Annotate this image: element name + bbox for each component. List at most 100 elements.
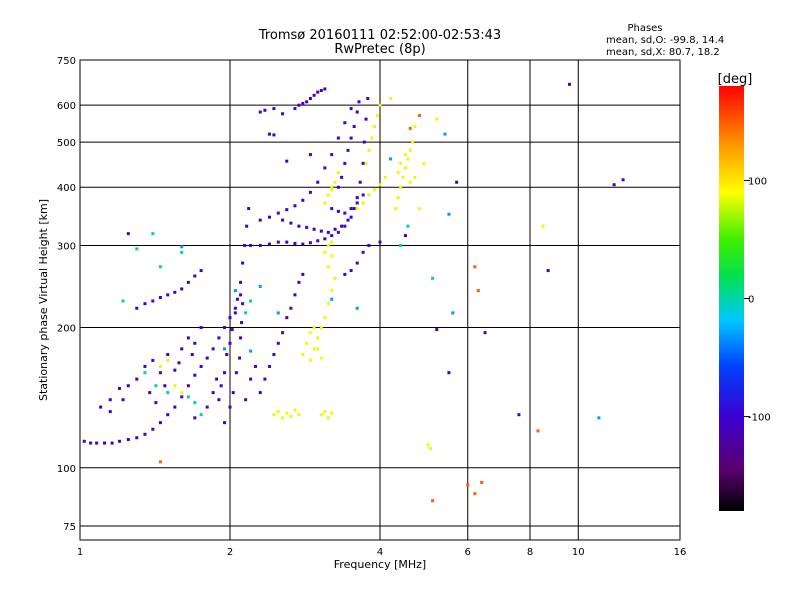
data-point	[293, 107, 297, 111]
data-point	[312, 227, 316, 231]
data-point	[217, 336, 221, 340]
x-axis-ticks: 1 2 4 6 8 10 16	[77, 547, 687, 558]
data-point	[238, 356, 242, 360]
data-point	[249, 243, 253, 247]
data-point	[117, 439, 121, 443]
data-point	[297, 280, 301, 284]
data-point	[281, 112, 285, 116]
data-point	[151, 232, 155, 236]
data-point	[243, 243, 247, 247]
data-point	[373, 188, 377, 192]
data-point	[333, 180, 337, 184]
data-point	[247, 207, 251, 211]
data-point	[233, 289, 237, 293]
data-point	[217, 398, 221, 402]
y-tick-label: 200	[57, 324, 76, 335]
data-point	[408, 126, 412, 130]
data-point	[289, 414, 293, 418]
data-point	[249, 377, 253, 381]
data-point	[263, 377, 267, 381]
data-point	[305, 341, 309, 345]
data-point	[258, 218, 262, 222]
x-tick-label: 6	[465, 547, 471, 558]
data-point	[480, 480, 484, 484]
data-point	[239, 293, 243, 297]
data-point	[373, 124, 377, 128]
data-point	[166, 353, 170, 357]
data-point	[305, 100, 309, 104]
data-point	[319, 229, 323, 233]
data-point	[180, 245, 184, 249]
data-point	[233, 306, 237, 310]
data-point	[276, 341, 280, 345]
data-point	[173, 384, 177, 388]
data-point	[234, 371, 238, 375]
data-point	[135, 436, 139, 440]
data-point	[190, 353, 194, 357]
data-point	[466, 483, 470, 487]
data-point	[82, 439, 86, 443]
data-point	[301, 242, 305, 246]
data-point	[249, 299, 253, 303]
data-point	[180, 250, 184, 254]
data-point	[180, 287, 184, 291]
data-points	[82, 82, 625, 503]
data-point	[223, 421, 227, 425]
data-point	[297, 103, 301, 107]
data-point	[215, 377, 219, 381]
data-point	[408, 148, 412, 152]
data-point	[408, 180, 412, 184]
colorbar-ticks: 100 0 -100	[744, 176, 771, 424]
data-point	[326, 302, 330, 306]
data-point	[343, 161, 347, 165]
data-point	[285, 316, 289, 320]
data-point	[312, 326, 316, 330]
data-point	[612, 183, 616, 187]
data-point	[330, 240, 334, 244]
data-point	[239, 280, 243, 284]
data-point	[166, 413, 170, 417]
data-point	[541, 224, 545, 228]
data-point	[143, 432, 147, 436]
x-tick-label: 1	[77, 547, 83, 558]
data-point	[135, 247, 139, 251]
data-point	[158, 295, 162, 299]
data-point	[301, 101, 305, 105]
data-point	[316, 90, 320, 94]
data-point	[199, 269, 203, 273]
data-point	[323, 250, 327, 254]
data-point	[399, 161, 403, 165]
data-point	[193, 341, 197, 345]
data-point	[293, 293, 297, 297]
data-point	[426, 443, 430, 447]
data-point	[267, 132, 271, 136]
data-point	[403, 153, 407, 157]
data-point	[413, 124, 417, 128]
data-point	[108, 410, 112, 414]
data-point	[285, 240, 289, 244]
data-point	[355, 110, 359, 114]
data-point	[367, 243, 371, 247]
data-point	[473, 492, 477, 496]
colorbar	[719, 86, 744, 511]
data-point	[349, 269, 353, 273]
data-point	[597, 416, 601, 420]
data-point	[346, 148, 350, 152]
data-point	[517, 413, 521, 417]
data-point	[330, 153, 334, 157]
data-point	[435, 328, 439, 332]
data-point	[401, 175, 405, 179]
data-point	[244, 398, 248, 402]
y-tick-label: 75	[63, 522, 76, 533]
data-point	[258, 284, 262, 288]
data-point	[378, 240, 382, 244]
data-point	[428, 447, 432, 451]
data-point	[272, 107, 276, 111]
data-point	[285, 411, 289, 415]
stats-line-o: mean, sd,O: -99.8, 14.4	[606, 35, 724, 46]
data-point	[451, 311, 455, 315]
data-point	[316, 347, 320, 351]
x-tick-label: 4	[377, 547, 383, 558]
data-point	[435, 117, 439, 121]
